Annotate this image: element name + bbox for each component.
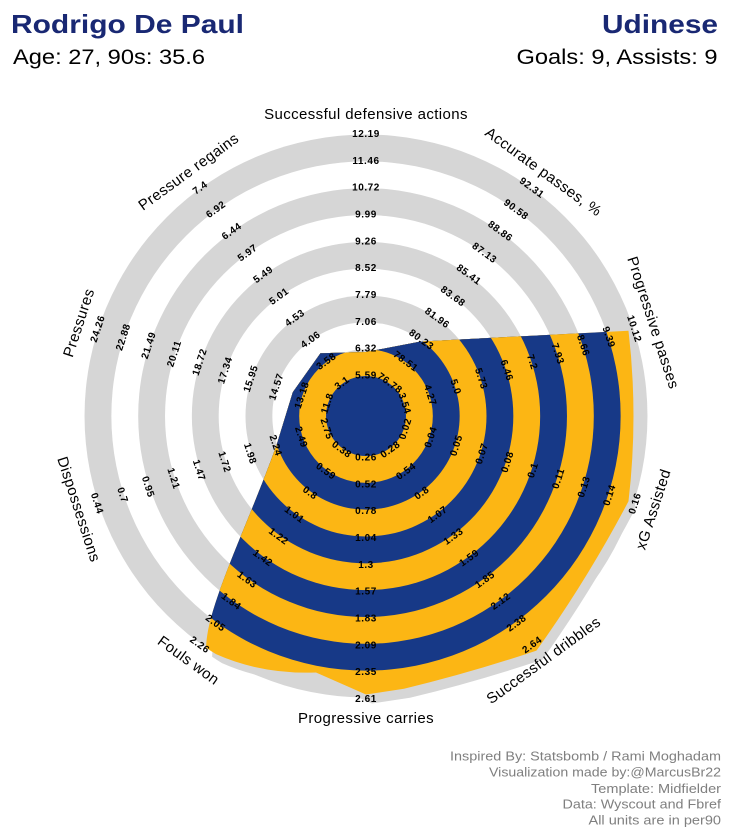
svg-text:0.52: 0.52 xyxy=(355,479,377,490)
svg-text:Inspired By: Statsbomb / Rami: Inspired By: Statsbomb / Rami Moghadam xyxy=(450,749,721,764)
svg-text:7.79: 7.79 xyxy=(355,290,377,301)
svg-text:0.78: 0.78 xyxy=(355,506,377,517)
svg-text:Successful defensive actions: Successful defensive actions xyxy=(264,106,468,123)
svg-text:9.99: 9.99 xyxy=(355,210,377,221)
svg-text:11.46: 11.46 xyxy=(352,156,379,167)
svg-text:1.04: 1.04 xyxy=(355,533,377,544)
svg-text:9.26: 9.26 xyxy=(355,236,377,247)
svg-text:Rodrigo De Paul: Rodrigo De Paul xyxy=(11,9,244,39)
svg-text:0.26: 0.26 xyxy=(355,453,377,464)
svg-text:2.61: 2.61 xyxy=(355,694,377,705)
svg-text:Udinese: Udinese xyxy=(602,9,718,39)
svg-text:0.1: 0.1 xyxy=(526,461,541,479)
svg-text:1.3: 1.3 xyxy=(358,560,374,571)
svg-text:1.57: 1.57 xyxy=(355,587,377,598)
svg-text:8.52: 8.52 xyxy=(355,263,377,274)
svg-text:10.72: 10.72 xyxy=(352,183,380,194)
svg-text:7.06: 7.06 xyxy=(355,317,377,328)
svg-text:5.59: 5.59 xyxy=(355,371,377,382)
svg-text:Goals: 9, Assists: 9: Goals: 9, Assists: 9 xyxy=(517,46,718,69)
svg-text:5.0: 5.0 xyxy=(447,378,462,396)
svg-text:2.35: 2.35 xyxy=(355,667,377,678)
svg-text:1.83: 1.83 xyxy=(355,614,377,625)
svg-text:7.2: 7.2 xyxy=(524,353,539,371)
svg-text:2.09: 2.09 xyxy=(355,640,377,651)
svg-text:12.19: 12.19 xyxy=(352,129,380,140)
svg-text:Template: Midfielder: Template: Midfielder xyxy=(591,781,722,796)
svg-text:Age: 27, 90s: 35.6: Age: 27, 90s: 35.6 xyxy=(13,46,205,69)
svg-text:0.7: 0.7 xyxy=(114,486,129,504)
svg-text:6.32: 6.32 xyxy=(355,344,377,355)
svg-text:Data: Wyscout and Fbref: Data: Wyscout and Fbref xyxy=(563,797,722,812)
svg-text:All units are in per90: All units are in per90 xyxy=(589,812,722,827)
svg-text:Visualization made by:@MarcusB: Visualization made by:@MarcusBr22 xyxy=(489,764,721,779)
svg-text:Progressive carries: Progressive carries xyxy=(298,710,434,727)
